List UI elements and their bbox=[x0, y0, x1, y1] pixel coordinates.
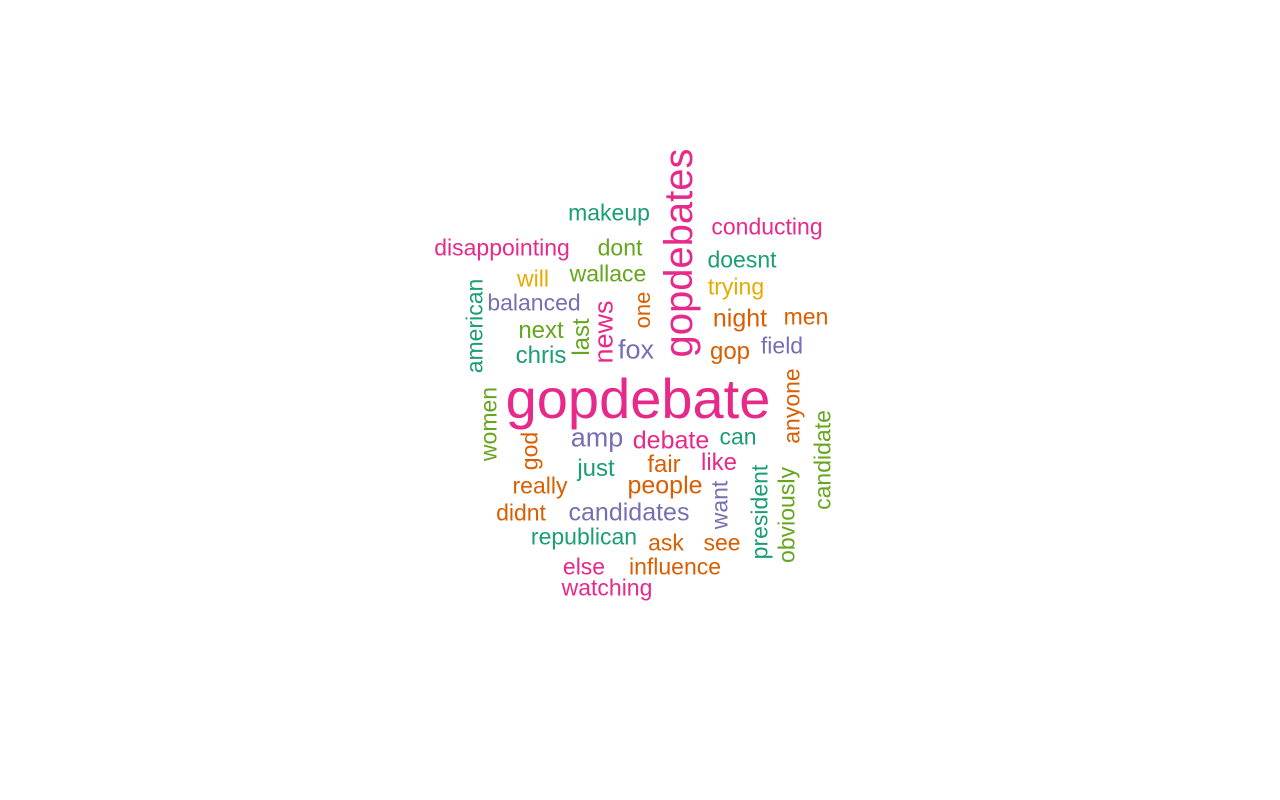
word-really: really bbox=[512, 472, 568, 499]
word-field: field bbox=[760, 332, 804, 359]
word-amp: amp bbox=[570, 422, 624, 453]
word-conducting: conducting bbox=[711, 213, 823, 240]
word-gopdebates: gopdebates bbox=[657, 148, 701, 358]
word-disappointing: disappointing bbox=[434, 234, 570, 261]
word-influence: influence bbox=[628, 553, 722, 580]
word-will: will bbox=[517, 265, 549, 292]
word-people: people bbox=[627, 471, 703, 500]
word-gopdebate: gopdebate bbox=[505, 367, 771, 430]
word-balanced: balanced bbox=[487, 289, 581, 316]
word-fair: fair bbox=[647, 451, 681, 478]
word-watching: watching bbox=[561, 574, 653, 601]
word-wallace: wallace bbox=[569, 260, 647, 287]
word-republican: republican bbox=[530, 523, 638, 550]
word-can: can bbox=[719, 423, 757, 450]
word-like: like bbox=[700, 449, 738, 476]
word-night: night bbox=[712, 304, 768, 333]
word-men: men bbox=[783, 303, 829, 330]
word-fox: fox bbox=[617, 334, 655, 365]
word-see: see bbox=[703, 529, 741, 556]
word-news: news bbox=[588, 300, 619, 364]
word-chris: chris bbox=[515, 342, 567, 369]
word-want: want bbox=[706, 480, 733, 530]
word-trying: trying bbox=[707, 273, 765, 300]
word-obviously: obviously bbox=[773, 467, 800, 563]
word-next: next bbox=[518, 317, 564, 344]
word-god: god bbox=[516, 431, 543, 471]
word-candidates: candidates bbox=[568, 498, 690, 527]
word-makeup: makeup bbox=[568, 199, 650, 226]
word-debate: debate bbox=[632, 426, 710, 455]
word-anyone: anyone bbox=[778, 368, 805, 444]
word-just: just bbox=[577, 455, 615, 482]
word-gop: gop bbox=[709, 338, 751, 365]
word-else: else bbox=[562, 553, 606, 580]
word-one: one bbox=[630, 291, 655, 329]
word-president: president bbox=[746, 464, 773, 560]
word-didnt: didnt bbox=[496, 499, 546, 526]
word-candidate: candidate bbox=[809, 410, 836, 510]
word-ask: ask bbox=[648, 529, 684, 556]
word-women: women bbox=[475, 386, 502, 462]
word-doesnt: doesnt bbox=[707, 246, 777, 273]
word-dont: dont bbox=[597, 234, 643, 261]
word-american: american bbox=[461, 278, 488, 374]
